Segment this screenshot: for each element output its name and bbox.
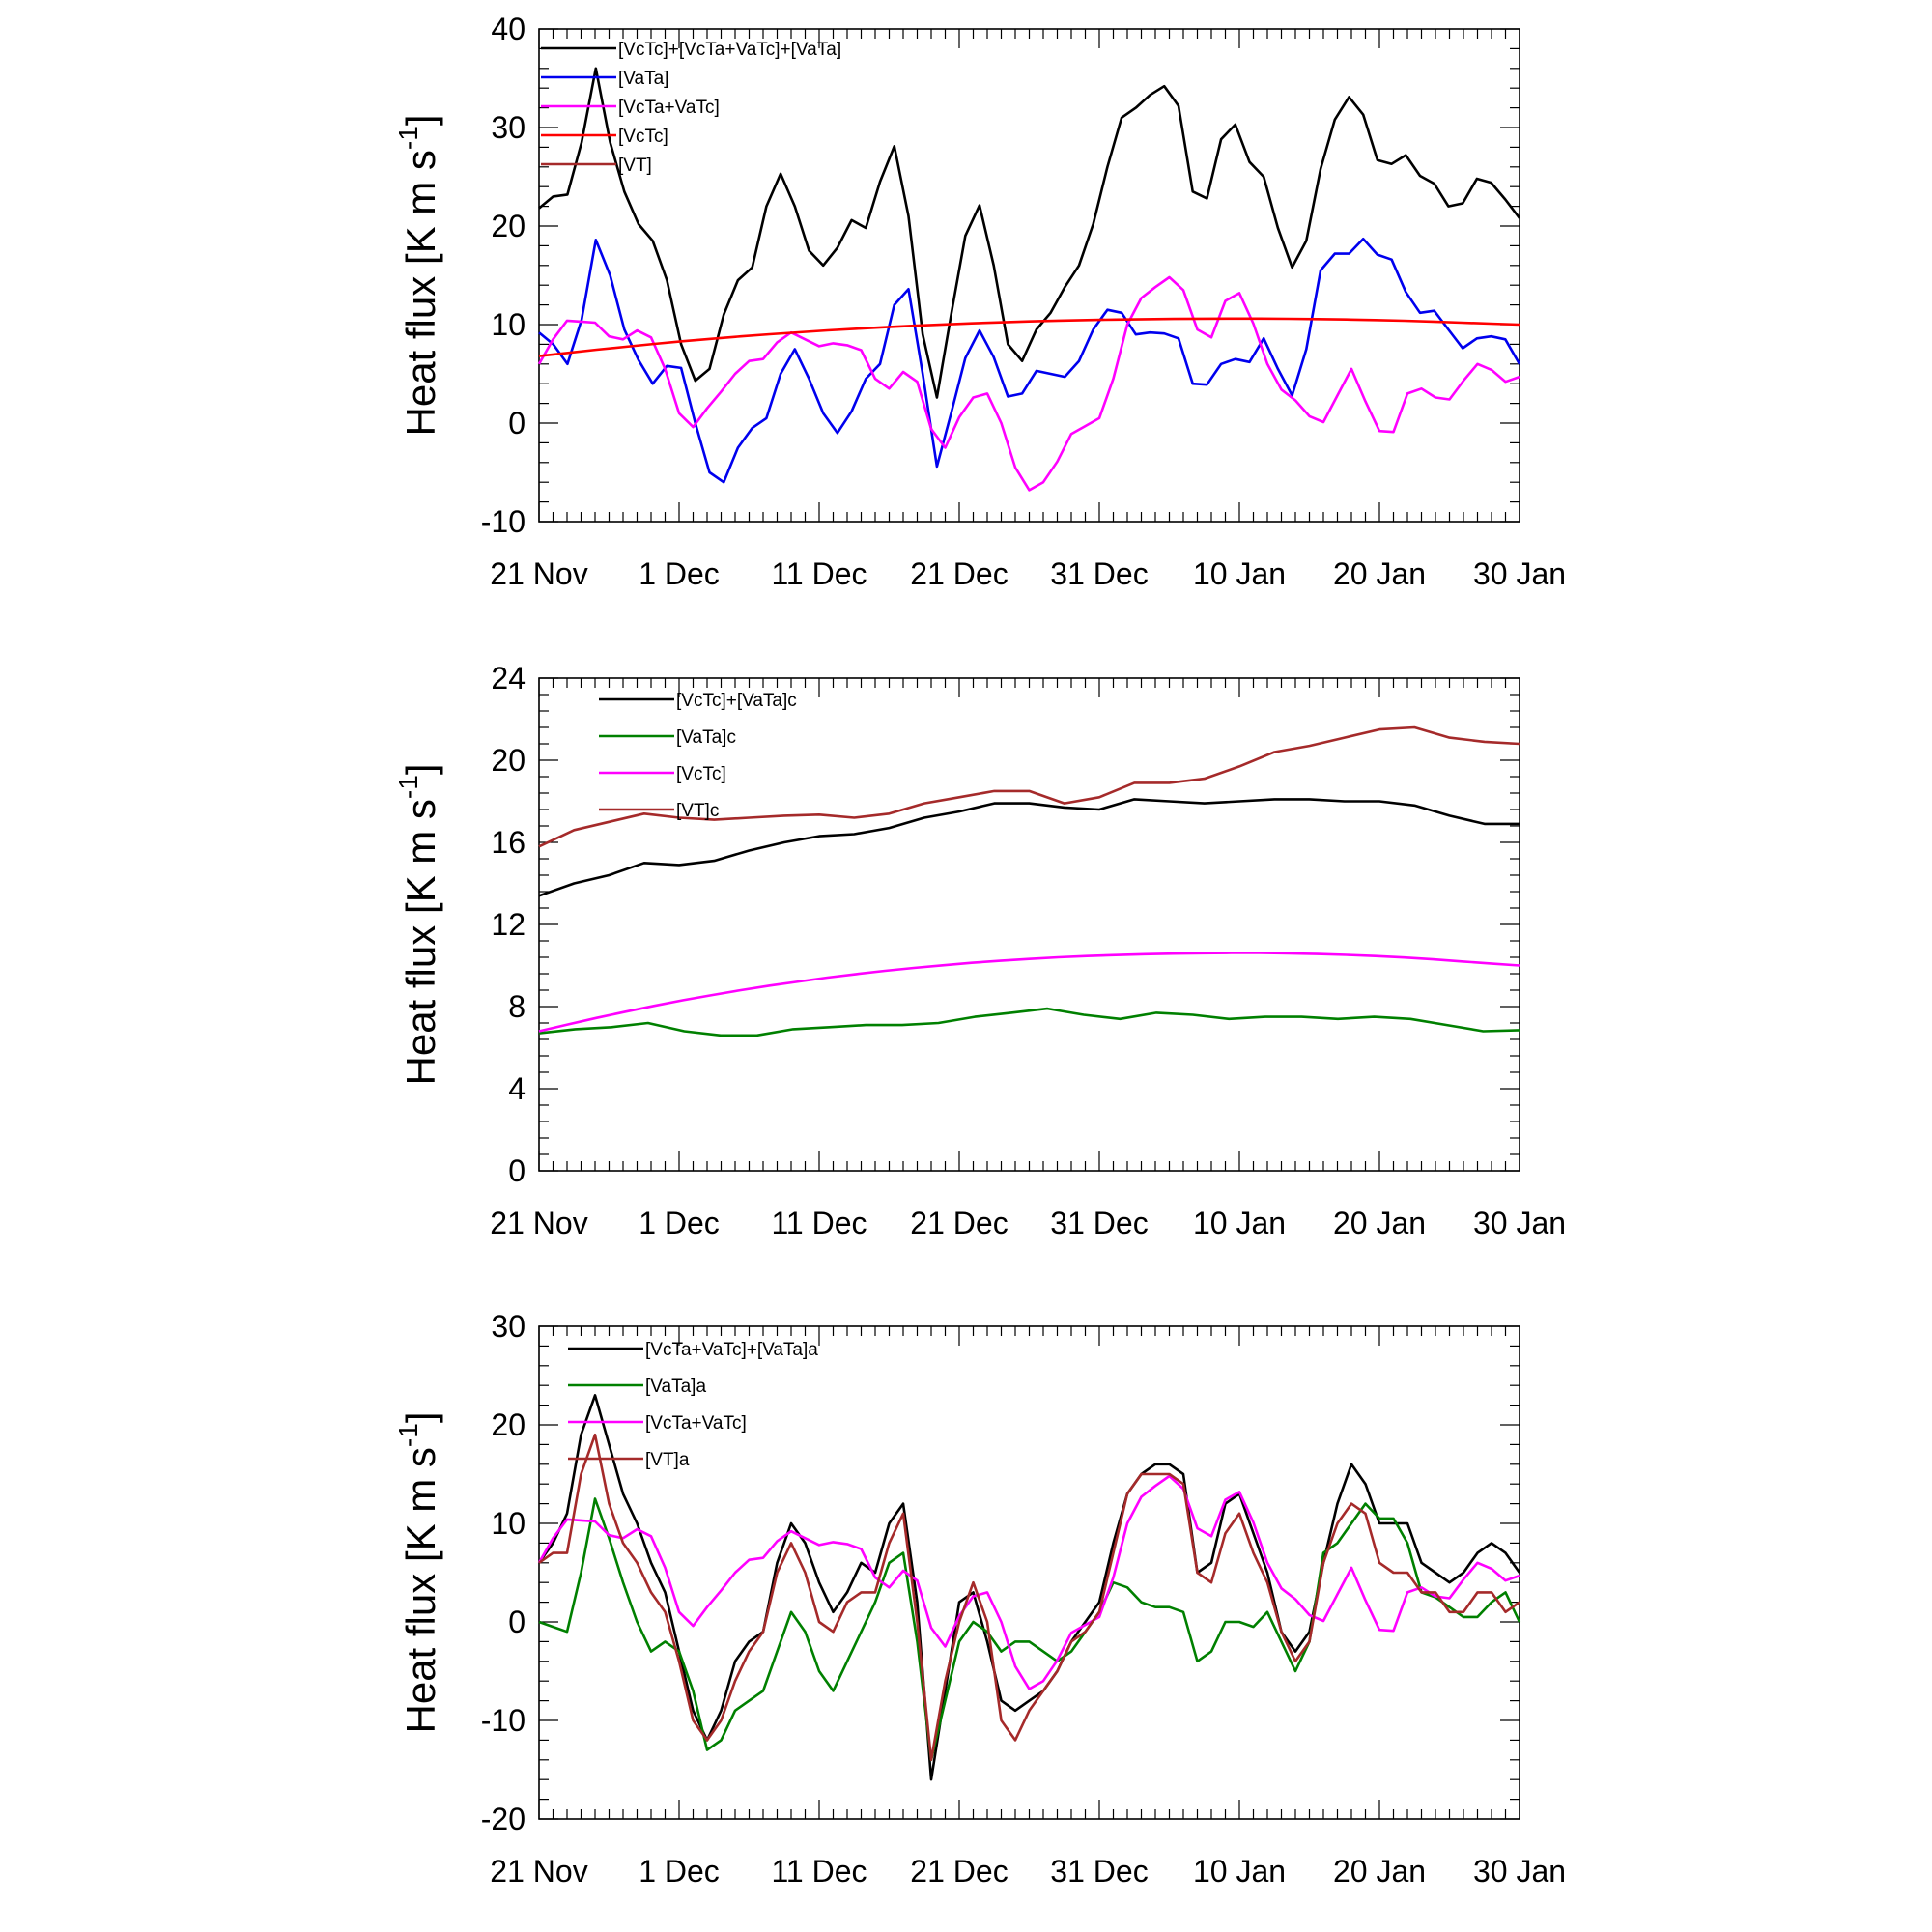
- x-tick-label: 1 Dec: [639, 1206, 720, 1240]
- chart-panel-2: 0 4 8 12 16 20 24 21 Nov 1 Dec 11 Dec 21 Dec 31 Dec…: [393, 661, 1566, 1240]
- legend-label: [VcTc]+[VcTa+VaTc]+[VaTa]: [618, 40, 841, 60]
- series-line-4: [538, 725, 1520, 848]
- legend: [VcTa+VaTc]+[VaTa]a [VaTa]a [VcTa+VaTc] [VT…: [568, 1340, 818, 1470]
- legend-label: [VaTa]a: [645, 1377, 706, 1397]
- y-tick-label: 30: [491, 1309, 526, 1344]
- y-tick-label: 20: [491, 209, 526, 243]
- y-tick-label: 0: [508, 1153, 526, 1188]
- chart-panel-3: -20 -10 0 10 20 30 21 Nov 1 Dec 11 Dec 21 Dec 31 D…: [393, 1309, 1566, 1889]
- legend-label: [VT]a: [645, 1450, 690, 1470]
- y-tick-label: -10: [481, 504, 526, 539]
- x-tick-label: 10 Jan: [1193, 1206, 1286, 1240]
- x-tick-label: 21 Dec: [910, 1854, 1008, 1889]
- x-tick-label: 21 Nov: [490, 1854, 587, 1889]
- x-tick-label: 20 Jan: [1333, 1206, 1426, 1240]
- y-tick-label: 10: [491, 307, 526, 342]
- x-tick-label: 21 Nov: [490, 556, 587, 591]
- y-tick-label: 10: [491, 1506, 526, 1541]
- series-line-2: [538, 1007, 1520, 1037]
- y-tick-label: 30: [491, 110, 526, 145]
- y-tick-label: 4: [508, 1071, 526, 1106]
- x-tick-label: 10 Jan: [1193, 1854, 1286, 1889]
- x-tick-label: 31 Dec: [1050, 1854, 1148, 1889]
- x-tick-label: 1 Dec: [639, 556, 720, 591]
- y-tick-label: 8: [508, 989, 526, 1024]
- x-tick-label: 11 Dec: [771, 1854, 867, 1889]
- series-line-4: [538, 1433, 1520, 1762]
- chart-panel-1: -10 0 10 20 30 40 21 Nov 1 Dec 11 Dec 21 Dec 31 De…: [393, 12, 1566, 591]
- y-tick-label: 24: [491, 661, 526, 696]
- series-line-1: [538, 798, 1520, 897]
- legend-label: [VcTa+VaTc]: [645, 1413, 747, 1434]
- legend: [VcTc]+[VaTa]c [VaTa]c [VcTc] [VT]c: [599, 691, 797, 821]
- legend-label: [VT]: [618, 156, 652, 176]
- y-tick-label: -10: [481, 1703, 526, 1738]
- legend-label: [VT]c: [676, 801, 719, 821]
- y-tick-label: 16: [491, 825, 526, 860]
- y-axis-title: Heat flux [K m s-1]: [393, 764, 443, 1086]
- y-tick-label: 0: [508, 1605, 526, 1639]
- x-tick-label: 11 Dec: [771, 556, 867, 591]
- legend-label: [VaTa]: [618, 69, 668, 89]
- legend-label: [VcTa+VaTc]+[VaTa]a: [645, 1340, 818, 1360]
- y-axis-title: Heat flux [K m s-1]: [393, 1412, 443, 1734]
- plot-frame: [538, 677, 1520, 1172]
- legend-label: [VcTc]: [676, 764, 726, 784]
- y-tick-label: -20: [481, 1802, 526, 1836]
- series-line-3: [537, 1474, 1520, 1690]
- y-tick-label: 12: [491, 907, 526, 942]
- series-line-2: [538, 238, 1521, 484]
- y-tick-label: 20: [491, 743, 526, 778]
- legend-label: [VcTa+VaTc]: [618, 98, 720, 118]
- y-tick-label: 40: [491, 12, 526, 46]
- y-tick-label: 0: [508, 406, 526, 440]
- x-tick-label: 20 Jan: [1333, 1854, 1426, 1889]
- series-line-3: [538, 952, 1520, 1033]
- x-tick-label: 21 Dec: [910, 1206, 1008, 1240]
- x-tick-label: 10 Jan: [1193, 556, 1286, 591]
- plot-frame: [538, 1325, 1520, 1820]
- x-tick-label: 30 Jan: [1473, 1854, 1566, 1889]
- x-tick-label: 31 Dec: [1050, 556, 1148, 591]
- legend-label: [VcTc]+[VaTa]c: [676, 691, 797, 711]
- legend-label: [VaTa]c: [676, 727, 736, 748]
- legend-label: [VcTc]: [618, 127, 668, 147]
- x-tick-label: 1 Dec: [639, 1854, 720, 1889]
- y-axis-title: Heat flux [K m s-1]: [393, 115, 443, 437]
- x-tick-label: 11 Dec: [771, 1206, 867, 1240]
- series-line-3: [537, 275, 1520, 492]
- x-tick-label: 21 Dec: [910, 556, 1008, 591]
- series-line-1: [538, 67, 1521, 399]
- series-line-2: [538, 1497, 1521, 1762]
- x-tick-label: 30 Jan: [1473, 1206, 1566, 1240]
- x-tick-label: 20 Jan: [1333, 556, 1426, 591]
- legend: [VcTc]+[VcTa+VaTc]+[VaTa] [VaTa] [VcTa+VaT…: [541, 40, 841, 176]
- series-line-4: [538, 317, 1520, 357]
- x-tick-label: 30 Jan: [1473, 556, 1566, 591]
- x-tick-label: 31 Dec: [1050, 1206, 1148, 1240]
- y-tick-label: 20: [491, 1407, 526, 1442]
- x-tick-label: 21 Nov: [490, 1206, 587, 1240]
